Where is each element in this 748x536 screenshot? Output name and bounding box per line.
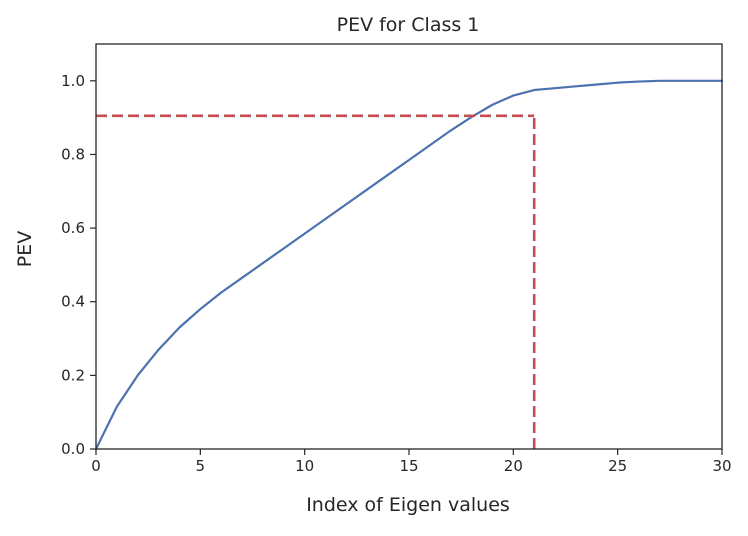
- y-tick-label: 1.0: [61, 72, 85, 90]
- x-tick-label: 25: [608, 457, 627, 475]
- plot-area: 0 5 10 15 20 25 30 0.0 0.2 0.4 0.6 0.8 1.0: [61, 43, 732, 475]
- series-line-0: [94, 79, 724, 451]
- y-tick-label: 0.8: [61, 145, 85, 163]
- chart-title: PEV for Class 1: [337, 14, 480, 36]
- x-tick-label: 20: [504, 457, 523, 475]
- y-axis-label: PEV: [14, 231, 36, 267]
- y-tick-label: 0.4: [61, 293, 85, 311]
- x-tick-label: 10: [295, 457, 314, 475]
- x-axis-label: Index of Eigen values: [306, 494, 510, 516]
- x-tick-label: 5: [196, 457, 206, 475]
- y-tick-label: 0.6: [61, 219, 85, 237]
- y-tick-label: 0.2: [61, 366, 85, 384]
- x-tick-label: 0: [91, 457, 101, 475]
- x-tick-label: 15: [399, 457, 418, 475]
- x-tick-label: 30: [712, 457, 731, 475]
- y-tick-label: 0.0: [61, 440, 85, 458]
- plot-frame: [95, 43, 723, 450]
